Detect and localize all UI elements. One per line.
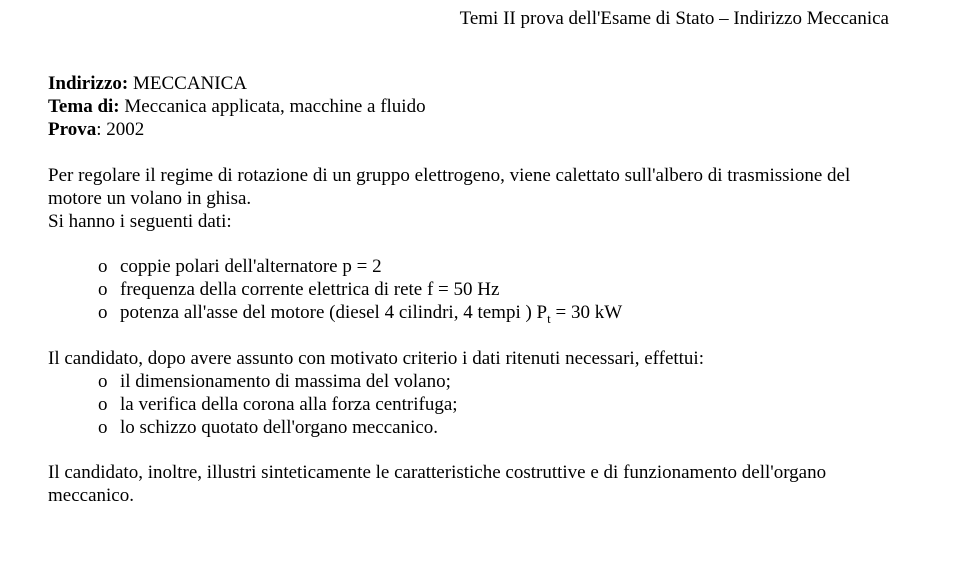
task-item-0: il dimensionamento di massima del volano… [98, 370, 899, 393]
closing-paragraph: Il candidato, inoltre, illustri sintetic… [48, 461, 899, 507]
title-block: Indirizzo: MECCANICA Tema di: Meccanica … [48, 72, 899, 142]
data-item-2-pre: potenza all'asse del motore (diesel 4 ci… [120, 302, 547, 323]
data-item-1: frequenza della corrente elettrica di re… [98, 278, 899, 301]
task-lead: Il candidato, dopo avere assunto con mot… [48, 347, 899, 370]
page-header: Temi II prova dell'Esame di Stato – Indi… [48, 8, 889, 30]
intro-paragraph: Per regolare il regime di rotazione di u… [48, 164, 899, 210]
prova-value: : 2002 [96, 119, 144, 140]
data-item-0: coppie polari dell'alternatore p = 2 [98, 255, 899, 278]
prova-label: Prova [48, 119, 96, 140]
task-item-2: lo schizzo quotato dell'organo meccanico… [98, 416, 899, 439]
data-item-2: potenza all'asse del motore (diesel 4 ci… [98, 301, 899, 324]
tema-value: Meccanica applicata, macchine a fluido [124, 96, 425, 117]
title-line-2: Tema di: Meccanica applicata, macchine a… [48, 95, 899, 118]
data-list: coppie polari dell'alternatore p = 2 fre… [48, 255, 899, 325]
header-text: Temi II prova dell'Esame di Stato – Indi… [460, 8, 889, 29]
data-item-2-post: = 30 kW [551, 302, 622, 323]
tema-label: Tema di: [48, 96, 120, 117]
document-page: Temi II prova dell'Esame di Stato – Indi… [0, 0, 959, 584]
title-line-1: Indirizzo: MECCANICA [48, 72, 899, 95]
intro-data-lead: Si hanno i seguenti dati: [48, 210, 899, 233]
indirizzo-value: MECCANICA [133, 73, 247, 94]
title-line-3: Prova: 2002 [48, 118, 899, 141]
task-item-1: la verifica della corona alla forza cent… [98, 393, 899, 416]
task-list: il dimensionamento di massima del volano… [48, 370, 899, 440]
indirizzo-label: Indirizzo: [48, 73, 128, 94]
